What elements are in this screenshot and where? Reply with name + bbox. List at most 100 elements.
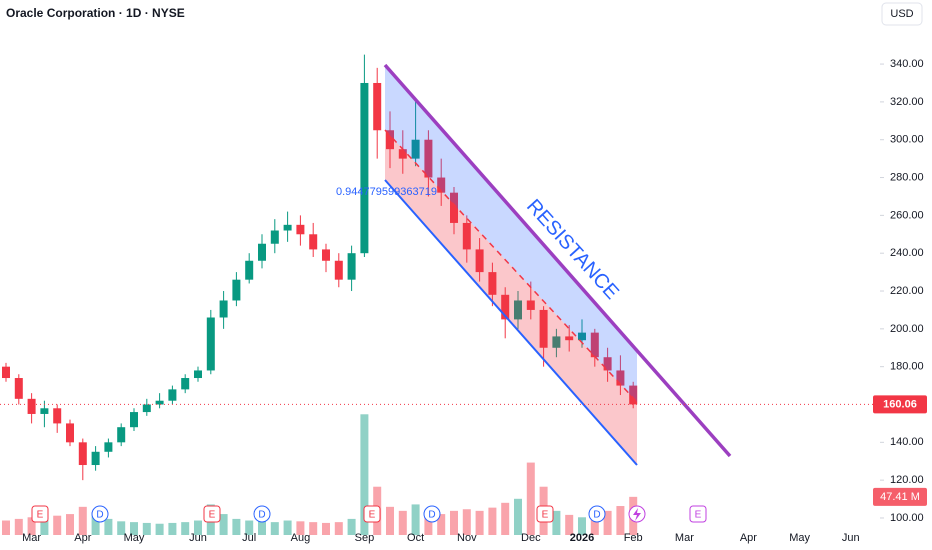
- volume-bar: [245, 520, 254, 535]
- channel-lower-fill: [385, 130, 637, 465]
- y-tick-label: 260.00: [890, 209, 924, 221]
- x-tick-label: Feb: [624, 532, 643, 544]
- volume-bar: [181, 522, 190, 535]
- candle-body: [526, 300, 535, 310]
- candle-body: [578, 332, 586, 341]
- volume-bar: [78, 506, 87, 535]
- y-tick-label: 140.00: [890, 436, 924, 448]
- event-marker[interactable]: [91, 505, 109, 523]
- volume-bar: [53, 515, 62, 535]
- volume-bar: [501, 502, 510, 535]
- candle-body: [181, 378, 190, 390]
- event-label: E: [542, 510, 549, 521]
- volume-bar: [40, 519, 49, 535]
- x-tick-label: Apr: [740, 532, 757, 544]
- volume-bar: [450, 510, 458, 535]
- volume-bar: [347, 518, 356, 535]
- candle-body: [539, 309, 548, 348]
- x-tick-label: Jun: [842, 532, 860, 544]
- volume-bar: [360, 414, 369, 535]
- volume-bar: [437, 514, 446, 535]
- last-volume-box: [873, 487, 927, 506]
- event-label: E: [209, 510, 216, 521]
- y-tick-label: 180.00: [890, 361, 924, 373]
- y-tick-label: 100.00: [890, 512, 924, 524]
- volume-bar: [411, 504, 420, 535]
- candle-body: [565, 336, 574, 341]
- candle-body: [629, 385, 638, 405]
- candle-body: [66, 423, 74, 443]
- event-marker[interactable]: [536, 505, 554, 523]
- candle-body: [603, 357, 612, 371]
- event-marker[interactable]: [203, 505, 221, 523]
- chart-title: Oracle Corporation · 1D · NYSE: [6, 6, 185, 20]
- volume-bar: [117, 521, 126, 535]
- x-tick-label: 2026: [570, 532, 594, 544]
- volume-bar: [142, 522, 151, 535]
- candle-body: [437, 177, 446, 193]
- currency-box[interactable]: [881, 2, 923, 26]
- candle-body: [78, 442, 87, 466]
- volume-bar: [66, 514, 74, 535]
- x-tick-label: Sep: [355, 532, 375, 544]
- candle-body: [347, 253, 356, 280]
- volume-bar: [14, 518, 23, 535]
- volume-bar: [526, 462, 535, 535]
- x-tick-label: Jul: [242, 532, 256, 544]
- candle-body: [194, 370, 202, 379]
- event-label: D: [428, 510, 435, 521]
- currency[interactable]: USD: [890, 8, 913, 20]
- event-marker[interactable]: [423, 505, 441, 523]
- candle-body: [462, 222, 471, 250]
- candle-body: [245, 260, 254, 280]
- y-tick-label: 340.00: [890, 58, 924, 70]
- x-tick-label: Jun: [189, 532, 207, 544]
- candle-body: [616, 370, 625, 386]
- candles: [2, 54, 638, 535]
- candle-body: [411, 139, 420, 159]
- x-tick-label: Mar: [22, 532, 41, 544]
- channel-upper-fill: [385, 65, 637, 402]
- volume-bar: [590, 512, 599, 535]
- event-marker[interactable]: [588, 505, 606, 523]
- x-tick-label: Apr: [74, 532, 91, 544]
- event-marker[interactable]: [689, 505, 707, 523]
- y-tick-label: 320.00: [890, 96, 924, 108]
- channel-mid-line: [384, 129, 638, 403]
- volume-bar: [386, 506, 394, 535]
- x-tick-label: May: [789, 532, 810, 544]
- candle-body: [309, 234, 318, 250]
- volume-bar: [219, 514, 228, 535]
- volume-bar: [27, 517, 36, 535]
- x-tick-label: Dec: [521, 532, 541, 544]
- event-marker[interactable]: [31, 505, 49, 523]
- y-tick-label: 300.00: [890, 134, 924, 146]
- event-marker[interactable]: [253, 505, 271, 523]
- candle-body: [373, 82, 382, 131]
- channel-lower-line: [384, 179, 638, 466]
- event-label: E: [369, 510, 376, 521]
- candle-body: [296, 224, 305, 235]
- candle-body: [168, 389, 177, 401]
- y-tick-label: 280.00: [890, 171, 924, 183]
- candle-body: [270, 230, 279, 244]
- volume-bar: [232, 518, 241, 535]
- volume-bar: [616, 506, 625, 535]
- candle-body: [40, 408, 49, 414]
- volume-bar: [168, 522, 177, 535]
- y-tick-label: 120.00: [890, 474, 924, 486]
- volume-bar: [514, 498, 522, 535]
- x-tick-label: Oct: [407, 532, 424, 544]
- y-tick-label: 200.00: [890, 323, 924, 335]
- event-icon-bolt: [633, 508, 641, 521]
- volume-bar: [258, 521, 266, 535]
- event-label: E: [37, 510, 44, 521]
- event-marker[interactable]: [363, 505, 381, 523]
- event-label: D: [593, 510, 600, 521]
- x-tick-label: May: [124, 532, 145, 544]
- last-price-label: 160.06: [883, 398, 917, 410]
- event-label: D: [258, 510, 265, 521]
- volume-bar: [296, 521, 305, 535]
- candle-body: [424, 139, 433, 178]
- ratio-label: 0.944779599363719: [336, 186, 437, 198]
